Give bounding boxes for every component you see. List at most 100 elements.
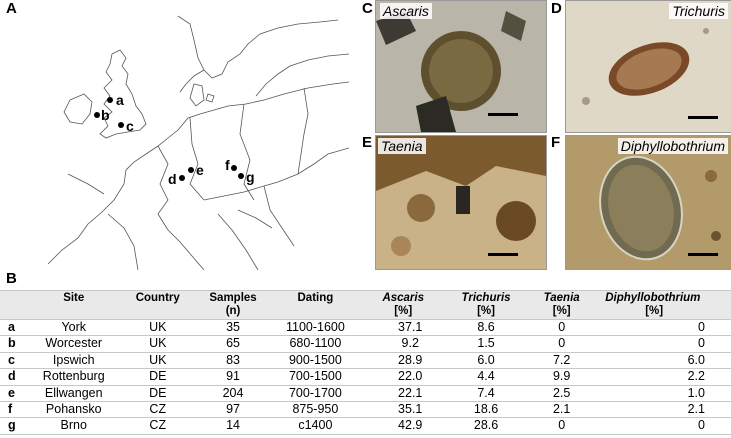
map-label-g: g — [246, 169, 255, 185]
row-site: Rottenburg — [42, 369, 105, 384]
table-row: g Brno CZ 14 c1400 42.9 28.6 0 0 — [0, 418, 731, 435]
header-taenia-unit: [%] — [552, 305, 571, 317]
map-marker-a — [107, 97, 113, 103]
map-label-f: f — [225, 157, 230, 173]
row-samples: 97 — [226, 402, 240, 417]
map-marker-d — [179, 175, 185, 181]
row-trichuris: 6.0 — [477, 352, 495, 367]
row-dating: 680-1100 — [289, 336, 342, 351]
row-trichuris: 8.6 — [477, 320, 495, 334]
trichuris-egg-photo: Trichuris — [565, 0, 731, 133]
row-country: DE — [149, 369, 167, 384]
taenia-egg-photo: Taenia — [375, 135, 547, 270]
table-row: d Rottenburg DE 91 700-1500 22.0 4.4 9.9… — [0, 369, 731, 386]
map-label-d: d — [168, 171, 177, 187]
row-site: Brno — [60, 418, 87, 433]
row-trichuris: 7.4 — [477, 385, 495, 400]
row-id: f — [8, 402, 13, 417]
trichuris-egg-image — [566, 1, 731, 132]
row-country: UK — [149, 352, 167, 367]
diphyllobothrium-label: Diphyllobothrium — [617, 138, 728, 154]
row-dating: 1100-1600 — [285, 320, 345, 334]
row-diphyllobothrium: 0 — [698, 336, 705, 351]
row-site: Worcester — [45, 336, 103, 351]
ascaris-egg-image — [376, 1, 546, 132]
row-id: e — [8, 385, 15, 400]
europe-map-outline: a b c d e f g — [47, 15, 350, 271]
row-id: d — [8, 369, 16, 384]
table-row: c Ipswich UK 83 900-1500 28.9 6.0 7.2 6.… — [0, 352, 731, 369]
row-taenia: 0 — [558, 336, 566, 351]
map-marker-e — [188, 167, 194, 173]
row-country: CZ — [149, 402, 167, 417]
panel-letter-b: B — [6, 270, 17, 287]
row-taenia: 2.1 — [552, 402, 571, 417]
row-country: CZ — [149, 418, 167, 433]
row-trichuris: 18.6 — [473, 402, 499, 417]
header-site: Site — [63, 292, 85, 304]
row-site: Ellwangen — [44, 385, 103, 400]
row-dating: 875-950 — [292, 402, 339, 417]
header-dating: Dating — [297, 292, 334, 304]
row-site: Ipswich — [52, 352, 95, 367]
row-taenia: 0 — [558, 320, 566, 334]
header-trichuris-unit: [%] — [477, 305, 495, 317]
row-ascaris: 37.1 — [398, 320, 423, 334]
header-trichuris: Trichuris [%] — [444, 291, 528, 320]
row-diphyllobothrium: 0 — [698, 320, 705, 334]
header-diphyllobothrium-label: Diphyllobothrium — [605, 292, 701, 304]
ascaris-scale-bar — [488, 113, 518, 116]
taenia-scale-bar — [488, 253, 518, 256]
row-taenia: 2.5 — [552, 385, 571, 400]
map-marker-g — [238, 173, 244, 179]
diphyllobothrium-egg-image — [566, 136, 731, 269]
header-taenia: Taenia [%] — [528, 291, 595, 320]
header-trichuris-label: Trichuris — [461, 292, 511, 304]
panel-letter-f: F — [551, 134, 561, 151]
row-id: g — [8, 418, 16, 433]
map-marker-f — [231, 165, 237, 171]
row-diphyllobothrium: 0 — [698, 418, 705, 433]
row-site: York — [61, 320, 87, 334]
row-ascaris: 22.0 — [398, 369, 423, 384]
header-samples-label: Samples — [209, 292, 257, 304]
row-taenia: 0 — [558, 418, 566, 433]
ascaris-egg-photo: Ascaris — [375, 0, 547, 133]
row-country: UK — [149, 336, 167, 351]
header-diphyllobothrium: Diphyllobothrium [%] — [595, 291, 731, 320]
header-ascaris-label: Ascaris — [382, 292, 424, 304]
row-samples: 91 — [226, 369, 240, 384]
europe-map: a b c d e f g — [8, 14, 350, 271]
row-ascaris: 28.9 — [398, 352, 423, 367]
table-header-row: Site Country Samples (n) Dating Ascaris … — [0, 290, 731, 320]
map-marker-c — [118, 122, 124, 128]
row-diphyllobothrium: 6.0 — [687, 352, 705, 367]
row-country: UK — [149, 320, 167, 334]
map-label-a: a — [116, 92, 124, 108]
row-id: a — [8, 320, 15, 334]
header-ascaris-unit: [%] — [394, 305, 413, 317]
table-row: a York UK 35 1100-1600 37.1 8.6 0 0 — [0, 320, 731, 336]
row-id: b — [8, 336, 16, 351]
header-samples-unit: (n) — [225, 305, 241, 317]
parasite-prevalence-table: Site Country Samples (n) Dating Ascaris … — [0, 290, 731, 435]
row-trichuris: 1.5 — [477, 336, 495, 351]
row-samples: 83 — [226, 352, 240, 367]
panel-letter-e: E — [362, 134, 373, 151]
header-taenia-label: Taenia — [543, 292, 580, 304]
row-country: DE — [149, 385, 167, 400]
row-dating: 900-1500 — [288, 352, 342, 367]
panel-letter-d: D — [551, 0, 562, 17]
header-samples: Samples (n) — [198, 291, 268, 320]
ascaris-label: Ascaris — [380, 3, 432, 19]
row-ascaris: 35.1 — [398, 402, 423, 417]
map-marker-b — [94, 112, 100, 118]
map-label-e: e — [196, 162, 204, 178]
row-samples: 65 — [226, 336, 240, 351]
map-label-c: c — [126, 118, 134, 134]
table-row: e Ellwangen DE 204 700-1700 22.1 7.4 2.5… — [0, 385, 731, 402]
table-row: b Worcester UK 65 680-1100 9.2 1.5 0 0 — [0, 336, 731, 353]
row-dating: 700-1700 — [288, 385, 342, 400]
row-trichuris: 28.6 — [473, 418, 499, 433]
row-ascaris: 42.9 — [398, 418, 423, 433]
